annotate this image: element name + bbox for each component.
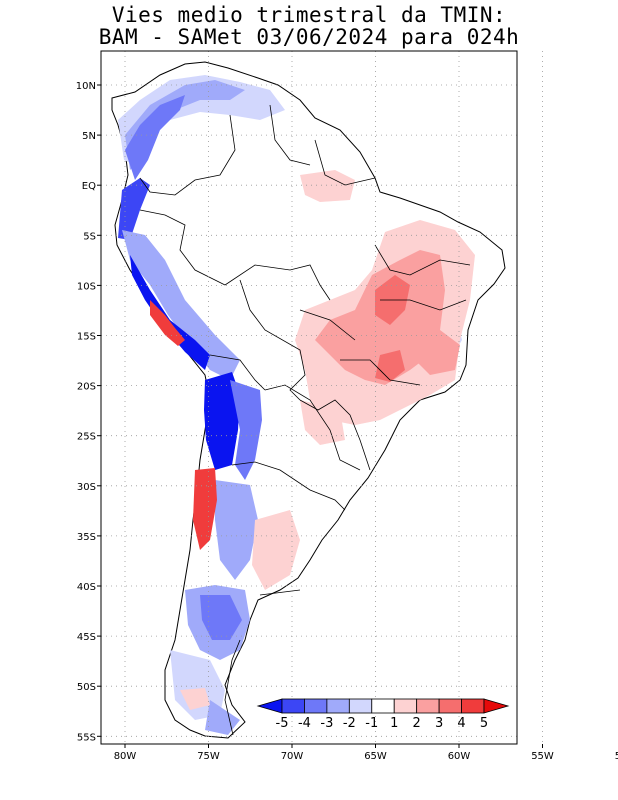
colorbar-swatch xyxy=(304,698,328,714)
lon-tick-label: 55W xyxy=(531,751,554,762)
lon-tick-label: 50W xyxy=(615,751,618,762)
lat-tick-label: 50S xyxy=(77,682,96,693)
colorbar-label: -4 xyxy=(298,716,311,731)
lat-tick-label: 40S xyxy=(77,582,96,593)
lat-tick-label: 35S xyxy=(77,532,96,543)
colorbar-min-triangle xyxy=(256,698,283,714)
colorbar-label: 2 xyxy=(413,716,421,731)
latitude-tick-labels: 10N 5N EQ 5S 10S 15S 20S 25S 30S 35S 40S 45S 50S 55S xyxy=(76,81,101,743)
south-america-landmass xyxy=(111,61,506,739)
colorbar-label: -1 xyxy=(365,716,378,731)
lon-tick-label: 70W xyxy=(281,751,304,762)
positive-bias-patches xyxy=(150,170,475,710)
graticule-grid xyxy=(101,51,543,744)
colorbar-label: -3 xyxy=(320,716,333,731)
lat-tick-label: 10N xyxy=(76,81,96,92)
colorbar-label: -2 xyxy=(343,716,356,731)
lon-tick-label: 75W xyxy=(197,751,220,762)
negative-bias-patches xyxy=(118,75,462,735)
colorbar-label: 4 xyxy=(457,716,465,731)
map-frame xyxy=(100,50,518,745)
colorbar-swatch xyxy=(461,698,485,714)
lat-tick-label: 15S xyxy=(77,332,96,343)
colorbar-label: 5 xyxy=(480,716,488,731)
lat-tick-label: 55S xyxy=(77,732,96,743)
colorbar-swatch xyxy=(348,698,373,714)
colorbar-swatch xyxy=(393,698,418,714)
colorbar-swatch xyxy=(326,698,350,714)
longitude-tick-labels: 80W75W70W65W60W55W50W45W40W35W xyxy=(114,744,618,762)
map-title-line-2: BAM - SAMet 03/06/2024 para 024h xyxy=(98,25,520,49)
colorbar-max-triangle xyxy=(483,698,510,714)
lat-tick-label: 10S xyxy=(77,281,96,292)
lat-tick-label: 5N xyxy=(82,131,96,142)
colorbar-label: 1 xyxy=(390,716,398,731)
lon-tick-label: 60W xyxy=(448,751,471,762)
colorbar-label: -5 xyxy=(276,716,289,731)
colorbar-label: 3 xyxy=(435,716,443,731)
lat-tick-label: 45S xyxy=(77,632,96,643)
colorbar-swatch xyxy=(416,698,440,714)
lat-tick-label: 25S xyxy=(77,432,96,443)
lat-tick-label: 30S xyxy=(77,482,96,493)
lat-tick-label: 20S xyxy=(77,382,96,393)
colorbar-swatch xyxy=(371,698,395,714)
lon-tick-label: 80W xyxy=(114,751,137,762)
map-title-line-1: Vies medio trimestral da TMIN: xyxy=(111,3,507,27)
colorbar-swatch xyxy=(281,698,305,714)
lon-tick-label: 65W xyxy=(364,751,387,762)
colorbar-swatch xyxy=(438,698,462,714)
lat-tick-label: 5S xyxy=(83,231,96,242)
lat-tick-label: EQ xyxy=(82,181,96,192)
colorbar: -5 -4 -3 -2 -1 1 2 3 4 5 xyxy=(256,698,510,731)
